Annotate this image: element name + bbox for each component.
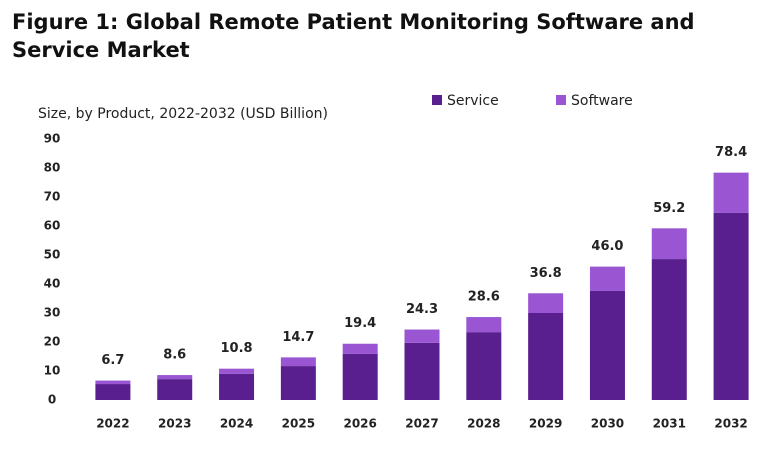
x-tick-label: 2026 [343,417,376,431]
chart-title: Figure 1: Global Remote Patient Monitori… [12,10,695,62]
y-tick-label: 70 [44,190,61,204]
y-tick-label: 80 [44,161,61,175]
x-tick-label: 2029 [529,417,562,431]
bar-segment [713,172,749,213]
bar-segment [404,329,440,343]
total-label: 59.2 [653,201,685,216]
bar-segment [528,313,564,400]
bar-segment [280,366,316,400]
bar-segment [219,373,255,400]
x-tick-label: 2022 [96,417,129,431]
y-tick-label: 50 [44,248,61,262]
bar-segment [713,212,749,400]
total-label: 78.4 [715,145,747,160]
total-label: 28.6 [468,290,500,305]
bar-segment [342,343,378,354]
bar-segment [404,342,440,400]
y-tick-label: 60 [44,219,61,233]
bar-segment [589,266,625,291]
bar-segment [95,380,131,385]
bar-segment [651,259,687,400]
bar-segment [589,290,625,400]
bar-segment [651,228,687,260]
legend-swatch [432,95,442,105]
total-label: 36.8 [530,266,562,281]
bar-segment [219,368,255,374]
bar-segment [466,317,502,333]
x-tick-label: 2023 [158,417,191,431]
total-label: 14.7 [282,330,314,345]
chart-subtitle: Size, by Product, 2022-2032 (USD Billion… [38,106,328,122]
legend-label: Software [571,93,633,109]
legend-label: Service [447,93,499,109]
y-tick-label: 20 [44,335,61,349]
bar-segment [528,293,564,313]
total-label: 8.6 [163,348,186,363]
total-label: 19.4 [344,316,376,331]
total-label: 46.0 [591,239,623,254]
x-tick-label: 2024 [220,417,253,431]
bar-segment [342,353,378,400]
x-tick-label: 2028 [467,417,500,431]
total-label: 10.8 [221,341,253,356]
bar-segment [157,379,193,400]
bar-segment [157,375,193,380]
x-tick-label: 2025 [282,417,315,431]
x-tick-label: 2031 [653,417,686,431]
x-tick-label: 2027 [405,417,438,431]
x-tick-label: 2030 [591,417,624,431]
total-label: 24.3 [406,302,438,317]
x-tick-label: 2032 [714,417,747,431]
bar-segment [280,357,316,367]
y-tick-label: 10 [44,364,61,378]
bar-segment [95,384,131,400]
y-tick-label: 40 [44,277,61,291]
legend-swatch [556,95,566,105]
y-tick-label: 30 [44,306,61,320]
total-label: 6.7 [101,353,124,368]
y-tick-label: 90 [44,132,61,146]
bar-segment [466,332,502,400]
y-tick-label: 0 [48,393,56,407]
